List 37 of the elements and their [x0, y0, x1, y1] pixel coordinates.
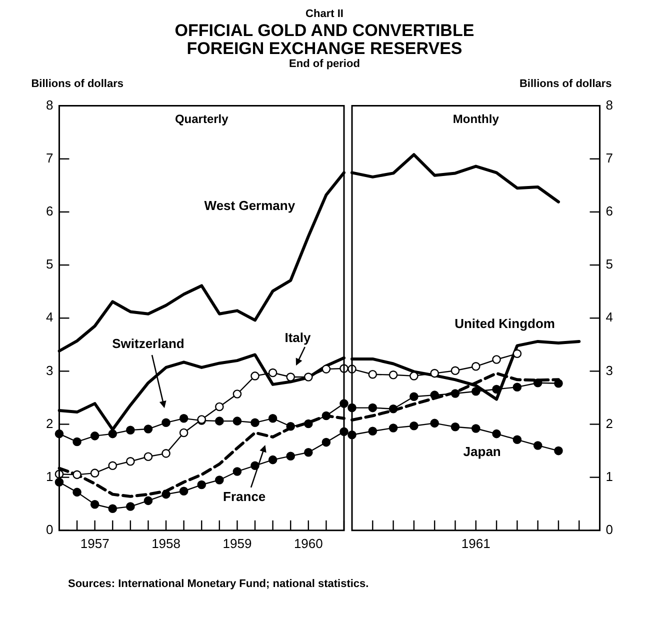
y-tick-label: 7 [606, 150, 614, 166]
y-tick-label: 1 [46, 468, 54, 484]
series-label: United Kingdom [454, 316, 555, 332]
chart-subtitle: End of period [288, 58, 361, 70]
y-tick-label: 6 [46, 204, 54, 219]
y-tick-label: 7 [46, 150, 54, 166]
x-tick-label: 1959 [222, 536, 252, 551]
y-tick-label: 4 [46, 310, 54, 325]
annotation: Quarterly [174, 112, 229, 126]
y-tick-label: 5 [46, 256, 54, 272]
y-tick-label: 5 [606, 256, 614, 272]
y-tick-label: 1 [606, 468, 614, 484]
y-axis-title: Billions of dollars [519, 78, 612, 90]
y-tick-label: 2 [606, 416, 614, 431]
series-label: West Germany [204, 198, 296, 214]
x-tick-label: 1958 [152, 536, 180, 551]
annotation: Monthly [452, 112, 500, 126]
y-axis-title: Billions of dollars [31, 78, 124, 90]
y-tick-label: 8 [606, 97, 614, 112]
y-tick-label: 8 [46, 97, 54, 112]
text: Chart II [304, 8, 344, 20]
y-tick-label: 6 [606, 204, 614, 219]
y-tick-label: 0 [46, 522, 54, 537]
x-tick-label: 1957 [80, 536, 110, 551]
source-note: Sources: International Monetary Fund; national statistics. [68, 578, 369, 590]
y-tick-label: 4 [606, 310, 614, 325]
series-label: Japan [463, 444, 501, 459]
y-tick-label: 2 [46, 416, 54, 431]
y-tick-label: 3 [46, 362, 54, 378]
x-tick-label: 1960 [294, 536, 323, 551]
series-label: France [223, 489, 266, 504]
text: Switzerland [112, 336, 184, 352]
y-tick-label: 3 [606, 362, 614, 378]
chart-title: OFFICIAL GOLD AND CONVERTIBLE FOREIGN EXCHANGE RESERVES [174, 21, 476, 58]
x-tick-label: 1961 [461, 536, 490, 551]
y-tick-label: 0 [606, 522, 614, 537]
series-label: Italy [284, 330, 312, 345]
